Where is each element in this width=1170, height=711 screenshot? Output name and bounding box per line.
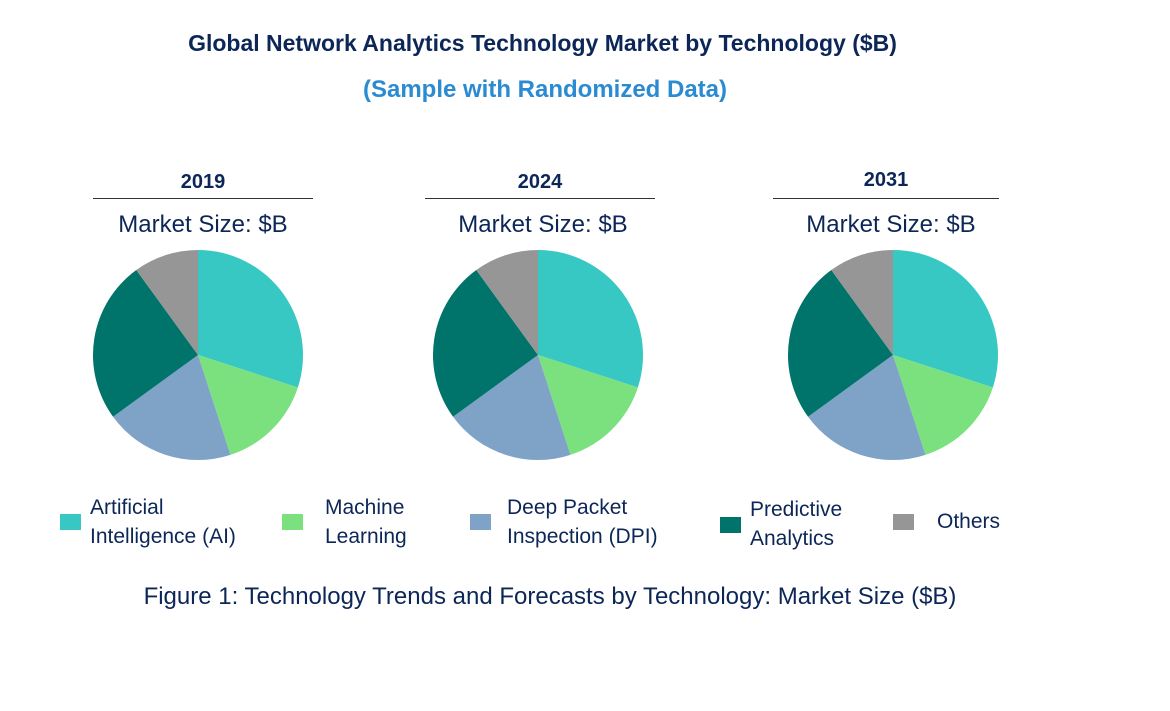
legend-swatch <box>893 514 914 530</box>
legend-label: Artificial Intelligence (AI) <box>90 493 236 551</box>
legend-label-line: Intelligence (AI) <box>90 525 236 548</box>
legend-label-line: Learning <box>325 525 407 548</box>
pie-slice-2024-3 <box>433 270 538 417</box>
market-size-label: Market Size: $B <box>806 211 976 238</box>
pie-year-2019: 2019 <box>180 171 226 193</box>
legend-swatch <box>282 514 303 530</box>
pie-slice-2031-0 <box>893 250 999 388</box>
legend-swatch <box>720 517 741 533</box>
legend-label: Predictive Analytics <box>750 495 842 553</box>
pie-slice-2019-4 <box>136 250 198 355</box>
divider <box>93 198 313 199</box>
legend-label-line: Machine <box>325 496 405 519</box>
pie-slice-2031-1 <box>893 355 993 455</box>
legend-label-line: Analytics <box>750 527 835 550</box>
legend-label: Others <box>937 507 1000 536</box>
market-size-label: Market Size: $B <box>458 211 628 238</box>
pie-year-2024: 2024 <box>517 171 563 193</box>
pie-slice-2031-4 <box>831 250 893 355</box>
pie-year-2031: 2031 <box>863 169 909 191</box>
legend-label-line: Others <box>937 510 1001 533</box>
legend-label-line: Inspection (DPI) <box>507 525 658 548</box>
pie-slice-2019-0 <box>198 250 303 388</box>
legend-label: Machine Learning <box>325 493 407 551</box>
legend-label: Deep Packet Inspection (DPI) <box>507 493 658 551</box>
pie-slice-2024-1 <box>538 355 638 455</box>
market-size-label: Market Size: $B <box>118 211 288 238</box>
pie-slice-2019-2 <box>113 355 231 460</box>
legend-swatch <box>470 514 491 530</box>
legend-label-line: Deep Packet <box>507 496 628 519</box>
legend-swatch <box>60 514 81 530</box>
pie-slice-2024-4 <box>476 250 538 355</box>
figure-caption: Figure 1: Technology Trends and Forecast… <box>143 583 957 610</box>
pie-slice-2024-2 <box>453 355 571 461</box>
chart-subtitle: (Sample with Randomized Data) <box>362 76 728 103</box>
pie-slice-2019-3 <box>93 270 198 417</box>
pie-slice-2019-1 <box>198 355 298 455</box>
divider <box>425 198 655 199</box>
pie-slice-2024-0 <box>538 250 644 388</box>
chart-title: Global Network Analytics Technology Mark… <box>188 30 897 56</box>
divider <box>773 198 999 199</box>
pie-slice-2031-3 <box>788 270 893 417</box>
legend-label-line: Artificial <box>90 496 164 519</box>
pie-slice-2031-2 <box>808 355 926 460</box>
legend-label-line: Predictive <box>750 498 843 521</box>
